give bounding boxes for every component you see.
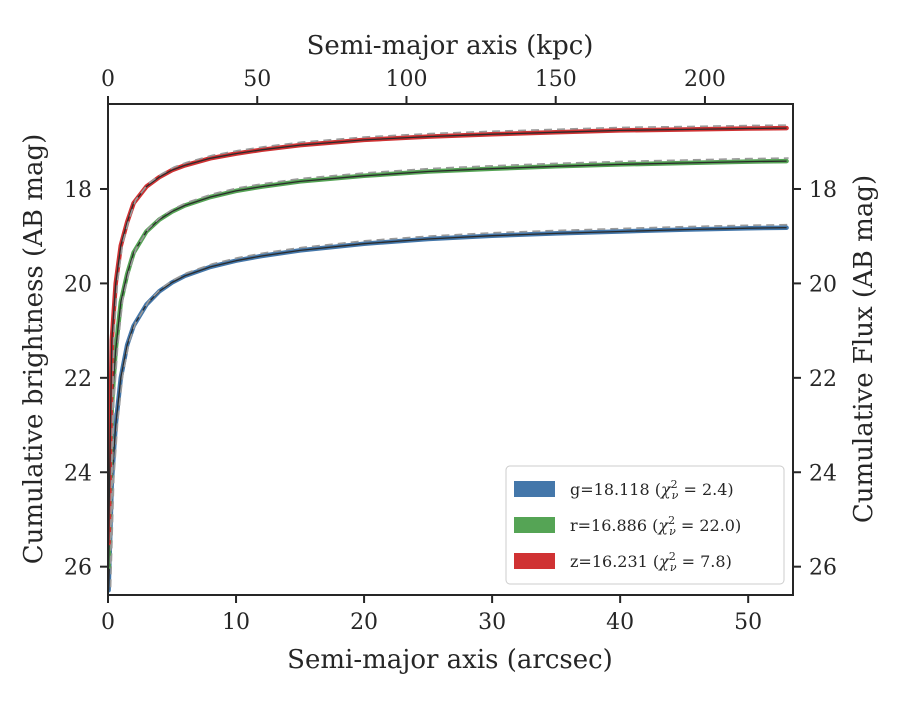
ticks-layer: 0 10 20 30 40 50 0 50 100 150 200 18 18 20 20 22 22 24 24 2…: [64, 67, 837, 635]
legend-swatch-0: [514, 481, 555, 497]
x-top-tick-label: 0: [101, 67, 115, 92]
y-right-tick-label: 26: [809, 556, 837, 581]
y-tick-label: 24: [64, 461, 92, 486]
y-right-tick-label: 18: [809, 178, 837, 203]
legend-box: [505, 465, 785, 585]
series-fit-dashed-0: [109, 223, 789, 588]
y-right-tick-label: 20: [809, 272, 837, 297]
legend: g=18.118 (χ2 ν = 2.4) r=16.886 (χ2 ν = 22.0…: [505, 465, 785, 585]
series-fit-dashed-1: [109, 157, 789, 564]
series-model-line-0: [108, 227, 787, 591]
legend-label-1: r=16.886 (χ2 ν = 22.0): [570, 514, 741, 538]
x-top-tick-label: 50: [243, 67, 271, 92]
x-tick-label: 10: [222, 610, 250, 635]
legend-label-2: z=16.231 (χ2 ν = 7.8): [570, 550, 732, 574]
x-tick-label: 50: [734, 610, 762, 635]
series-fit-dashed-2: [109, 124, 789, 541]
legend-swatch-2: [514, 553, 555, 569]
y-tick-label: 22: [64, 367, 92, 392]
y-tick-label: 20: [64, 272, 92, 297]
x-tick-label: 40: [606, 610, 634, 635]
y-tick-label: 18: [64, 178, 92, 203]
plot-frame: [107, 103, 794, 596]
legend-label-0: g=18.118 (χ2 ν = 2.4): [570, 478, 734, 502]
legend-swatch-1: [514, 517, 555, 533]
x-top-tick-label: 100: [385, 67, 427, 92]
series-model-line-2: [108, 127, 787, 544]
y-tick-label: 26: [64, 556, 92, 581]
x-tick-label: 0: [101, 610, 115, 635]
y-right-tick-label: 24: [809, 461, 837, 486]
x-top-tick-label: 200: [684, 67, 726, 92]
series-model-line-1: [108, 160, 787, 567]
x-tick-label: 20: [350, 610, 378, 635]
x-axis-title: Semi-major axis (arcsec): [287, 645, 613, 675]
y-right-tick-label: 22: [809, 367, 837, 392]
x-top-axis-title: Semi-major axis (kpc): [307, 31, 594, 61]
y-right-axis-title: Cumulative Flux (AB mag): [849, 175, 879, 523]
x-tick-label: 30: [478, 610, 506, 635]
series-layer: [108, 124, 789, 593]
y-axis-title: Cumulative brightness (AB mag): [19, 134, 49, 565]
x-top-tick-label: 150: [535, 67, 577, 92]
